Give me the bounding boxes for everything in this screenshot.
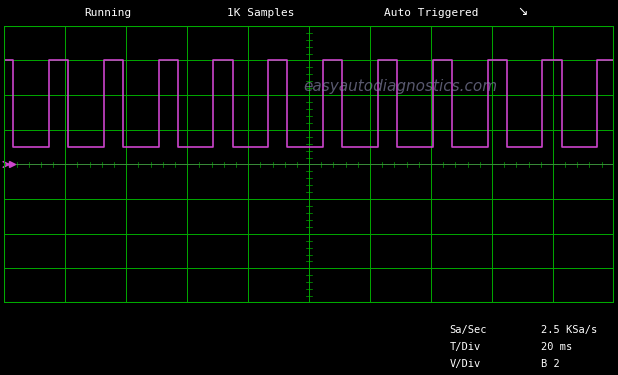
Text: 20 ms: 20 ms bbox=[541, 342, 572, 352]
Text: Sa/Sec: Sa/Sec bbox=[449, 325, 487, 335]
Text: V/Div: V/Div bbox=[449, 358, 481, 369]
Text: Auto Triggered: Auto Triggered bbox=[384, 8, 478, 18]
Text: ↘: ↘ bbox=[517, 4, 528, 18]
Text: Running: Running bbox=[84, 8, 132, 18]
Text: 2.5 KSa/s: 2.5 KSa/s bbox=[541, 325, 597, 335]
Text: easyautodiagnostics.com: easyautodiagnostics.com bbox=[303, 80, 497, 94]
Text: B 2: B 2 bbox=[541, 358, 559, 369]
Text: 1K Samples: 1K Samples bbox=[227, 8, 294, 18]
Text: T/Div: T/Div bbox=[449, 342, 481, 352]
